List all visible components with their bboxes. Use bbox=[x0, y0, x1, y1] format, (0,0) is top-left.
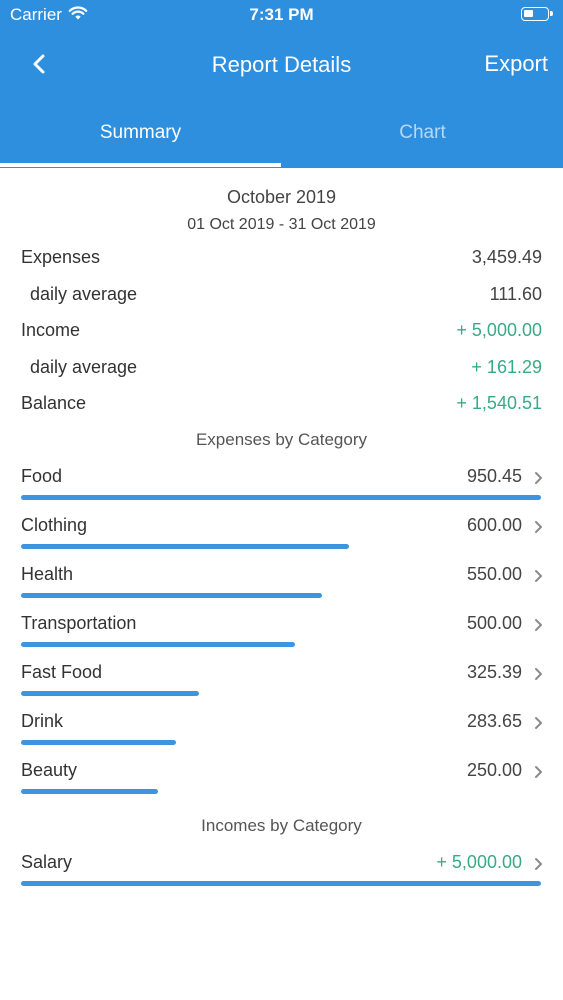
chevron-right-icon bbox=[535, 717, 542, 729]
category-amount: + 5,000.00 bbox=[436, 852, 522, 872]
category-amount: 283.65 bbox=[466, 711, 522, 731]
summary-row-expenses-daily-average: daily average 111.60 bbox=[21, 284, 542, 314]
category-row-drink[interactable]: Drink 283.65 bbox=[21, 711, 547, 760]
category-name: Food bbox=[21, 466, 63, 486]
page-title: Report Details bbox=[211, 52, 352, 77]
status-bar: Carrier 7:31 PM bbox=[0, 0, 563, 30]
nav-bar: Report Details Export bbox=[0, 40, 563, 88]
summary-row-label: daily average bbox=[30, 357, 138, 377]
battery-level bbox=[524, 10, 533, 17]
report-period: October 2019 bbox=[226, 187, 337, 207]
summary-content: October 2019 01 Oct 2019 - 31 Oct 2019 E… bbox=[0, 168, 563, 1000]
summary-row-value: + 161.29 bbox=[471, 357, 542, 377]
summary-row-income: Income + 5,000.00 bbox=[21, 320, 542, 350]
active-tab-indicator bbox=[0, 163, 281, 167]
chevron-right-icon bbox=[535, 619, 542, 631]
summary-row-value: 3,459.49 bbox=[471, 247, 542, 267]
category-amount: 950.45 bbox=[466, 466, 522, 486]
chevron-right-icon bbox=[535, 766, 542, 778]
category-bar bbox=[21, 642, 295, 647]
chevron-right-icon bbox=[535, 521, 542, 533]
battery-icon bbox=[521, 7, 553, 21]
category-row-beauty[interactable]: Beauty 250.00 bbox=[21, 760, 547, 809]
category-bar bbox=[21, 593, 322, 598]
expenses-by-category-heading: Expenses by Category bbox=[195, 430, 368, 449]
tab-summary[interactable]: Summary bbox=[99, 122, 182, 143]
summary-row-label: daily average bbox=[30, 284, 138, 304]
summary-row-label: Balance bbox=[21, 393, 87, 413]
category-amount: 250.00 bbox=[466, 760, 522, 780]
category-row-food[interactable]: Food 950.45 bbox=[21, 466, 547, 515]
category-amount: 550.00 bbox=[466, 564, 522, 584]
chevron-right-icon bbox=[535, 668, 542, 680]
status-time: 7:31 PM bbox=[249, 5, 314, 24]
incomes-by-category-heading: Incomes by Category bbox=[201, 816, 362, 835]
summary-row-label: Expenses bbox=[21, 247, 101, 267]
chevron-left-icon[interactable] bbox=[26, 48, 54, 80]
battery-nub bbox=[550, 11, 553, 16]
export-button[interactable]: Export bbox=[484, 51, 548, 76]
tab-chart[interactable]: Chart bbox=[399, 122, 446, 143]
category-name: Clothing bbox=[21, 515, 88, 535]
category-bar bbox=[21, 691, 199, 696]
chevron-right-icon bbox=[535, 472, 542, 484]
report-date-range: 01 Oct 2019 - 31 Oct 2019 bbox=[187, 216, 376, 233]
category-row-transportation[interactable]: Transportation 500.00 bbox=[21, 613, 547, 662]
tab-bar: Summary Chart bbox=[0, 112, 563, 168]
category-bar bbox=[21, 544, 349, 549]
summary-row-expenses: Expenses 3,459.49 bbox=[21, 247, 542, 277]
chevron-right-icon bbox=[535, 858, 542, 870]
category-bar bbox=[21, 495, 541, 500]
category-row-fast-food[interactable]: Fast Food 325.39 bbox=[21, 662, 547, 711]
category-amount: 500.00 bbox=[466, 613, 522, 633]
category-name: Drink bbox=[21, 711, 64, 731]
category-bar bbox=[21, 789, 158, 794]
summary-row-balance: Balance + 1,540.51 bbox=[21, 393, 542, 423]
carrier-label: Carrier bbox=[10, 5, 62, 24]
summary-row-value: + 5,000.00 bbox=[456, 320, 542, 340]
category-name: Fast Food bbox=[21, 662, 103, 682]
category-row-health[interactable]: Health 550.00 bbox=[21, 564, 547, 613]
category-row-clothing[interactable]: Clothing 600.00 bbox=[21, 515, 547, 564]
category-name: Health bbox=[21, 564, 74, 584]
category-name: Transportation bbox=[21, 613, 137, 633]
summary-row-value: 111.60 bbox=[489, 284, 542, 304]
category-name: Salary bbox=[21, 852, 73, 872]
category-amount: 600.00 bbox=[466, 515, 522, 535]
category-bar bbox=[21, 740, 176, 745]
header: Carrier 7:31 PM Report Details Export Su… bbox=[0, 0, 563, 168]
summary-row-label: Income bbox=[21, 320, 81, 340]
category-bar bbox=[21, 881, 541, 886]
category-row-salary[interactable]: Salary + 5,000.00 bbox=[21, 852, 547, 901]
summary-row-income-daily-average: daily average + 161.29 bbox=[21, 357, 542, 387]
summary-row-value: + 1,540.51 bbox=[456, 393, 542, 413]
category-name: Beauty bbox=[21, 760, 78, 780]
category-amount: 325.39 bbox=[466, 662, 522, 682]
chevron-right-icon bbox=[535, 570, 542, 582]
wifi-icon bbox=[68, 6, 88, 20]
